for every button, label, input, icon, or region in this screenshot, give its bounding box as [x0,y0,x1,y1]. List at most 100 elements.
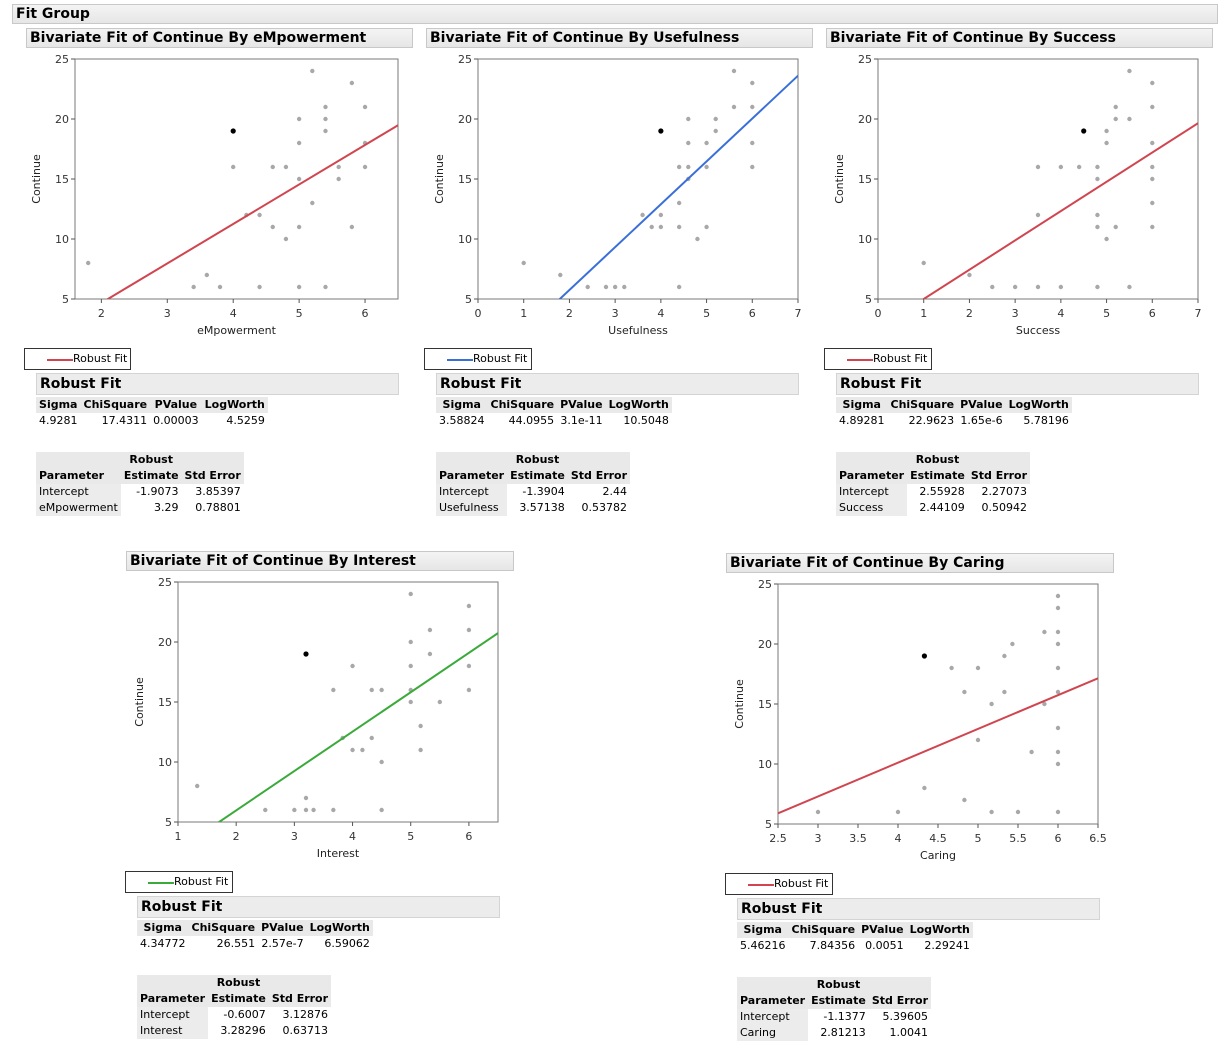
data-point[interactable] [603,284,609,290]
data-point[interactable] [1035,212,1041,218]
data-point[interactable] [1035,284,1041,290]
data-point[interactable] [323,116,328,122]
data-point[interactable] [1055,665,1061,671]
data-point[interactable] [558,272,563,278]
data-point[interactable] [1055,629,1061,635]
data-point[interactable] [296,224,302,230]
legend-box[interactable]: Robust Fit [725,873,833,895]
data-point[interactable] [1127,116,1132,122]
data-point[interactable] [962,689,967,695]
scatter-plot[interactable]: 5 10 15 20 25 1 2 3 4 5 6 Interest Continue [118,576,518,877]
data-point[interactable] [1150,104,1155,110]
data-point[interactable] [1104,140,1109,146]
data-point[interactable] [704,224,709,230]
data-point[interactable] [369,735,374,741]
data-point[interactable] [1055,641,1061,647]
robust-fit-header[interactable]: Robust Fit [36,373,399,395]
data-point[interactable] [350,747,355,753]
data-point[interactable] [303,795,309,801]
data-point[interactable] [704,164,709,170]
data-point[interactable] [1113,116,1118,122]
data-point[interactable] [336,176,341,182]
panel-header[interactable]: Bivariate Fit of Continue By Usefulness [426,28,813,48]
selected-data-point[interactable] [658,128,664,134]
data-point[interactable] [1127,284,1132,290]
fit-group-header[interactable]: Fit Group [12,4,1218,24]
data-point[interactable] [204,272,210,278]
data-point[interactable] [408,639,413,645]
data-point[interactable] [1150,80,1155,86]
data-point[interactable] [362,164,368,170]
data-point[interactable] [427,627,433,633]
data-point[interactable] [975,737,981,743]
data-point[interactable] [649,224,654,230]
selected-data-point[interactable] [1081,128,1087,134]
data-point[interactable] [658,224,664,230]
data-point[interactable] [949,665,954,671]
data-point[interactable] [676,164,682,170]
data-point[interactable] [283,164,289,170]
robust-fit-line[interactable] [478,74,798,376]
panel-header[interactable]: Bivariate Fit of Continue By Interest [126,551,514,571]
data-point[interactable] [296,284,302,290]
data-point[interactable] [270,164,275,170]
data-point[interactable] [731,104,737,110]
data-point[interactable] [686,116,691,122]
data-point[interactable] [336,164,341,170]
data-point[interactable] [310,200,315,206]
data-point[interactable] [750,104,755,110]
data-point[interactable] [263,807,268,813]
data-point[interactable] [815,809,821,815]
data-point[interactable] [1058,164,1064,170]
data-point[interactable] [283,236,289,242]
data-point[interactable] [1055,605,1061,611]
data-point[interactable] [676,284,682,290]
legend-box[interactable]: Robust Fit [125,871,233,893]
data-point[interactable] [921,260,926,266]
data-point[interactable] [408,663,413,669]
data-point[interactable] [1104,236,1109,242]
panel-header[interactable]: Bivariate Fit of Continue By Caring [726,553,1114,573]
data-point[interactable] [686,140,691,146]
data-point[interactable] [967,272,972,278]
data-point[interactable] [585,284,590,290]
data-point[interactable] [1127,68,1132,74]
data-point[interactable] [331,687,336,693]
data-point[interactable] [1055,689,1061,695]
data-point[interactable] [1055,809,1061,815]
data-point[interactable] [296,116,302,122]
data-point[interactable] [1035,164,1041,170]
data-point[interactable] [257,284,262,290]
data-point[interactable] [303,807,309,813]
data-point[interactable] [1150,176,1155,182]
data-point[interactable] [466,687,472,693]
data-point[interactable] [922,785,927,791]
data-point[interactable] [296,176,302,182]
data-point[interactable] [310,68,315,74]
data-point[interactable] [750,140,755,146]
data-point[interactable] [676,200,682,206]
data-point[interactable] [85,260,91,266]
data-point[interactable] [676,224,682,230]
data-point[interactable] [695,236,700,242]
selected-data-point[interactable] [230,128,236,134]
data-point[interactable] [369,687,374,693]
data-point[interactable] [713,116,718,122]
data-point[interactable] [257,212,262,218]
data-point[interactable] [1095,284,1100,290]
data-point[interactable] [1042,629,1047,635]
data-point[interactable] [1002,689,1007,695]
robust-fit-header[interactable]: Robust Fit [436,373,799,395]
data-point[interactable] [989,809,994,815]
data-point[interactable] [362,104,368,110]
data-point[interactable] [1095,176,1100,182]
data-point[interactable] [349,80,355,86]
data-point[interactable] [612,284,618,290]
data-point[interactable] [437,699,443,705]
data-point[interactable] [323,128,328,134]
legend-box[interactable]: Robust Fit [24,348,131,370]
data-point[interactable] [658,212,664,218]
data-point[interactable] [408,699,413,705]
data-point[interactable] [1058,284,1064,290]
data-point[interactable] [466,663,472,669]
